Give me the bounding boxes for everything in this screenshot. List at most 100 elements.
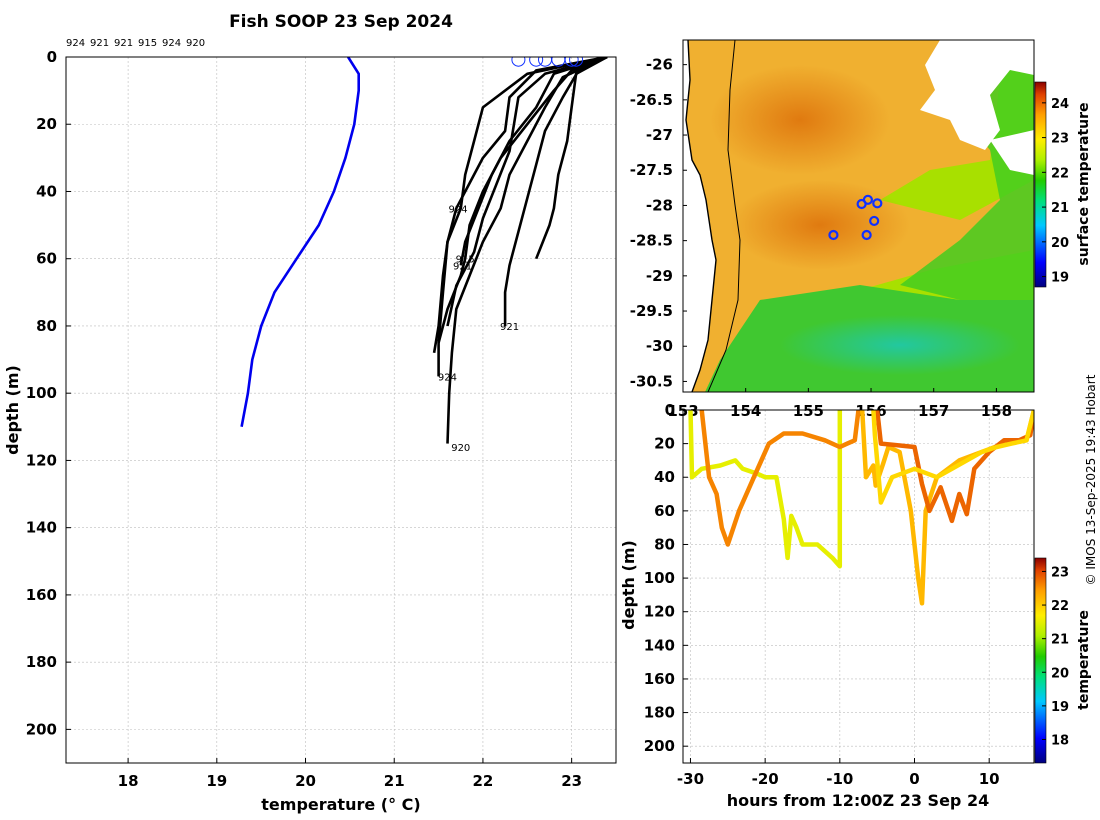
map-colorbar-tick-label: 23 bbox=[1051, 132, 1069, 147]
time-depth-trace-t4 bbox=[874, 410, 1034, 524]
profile-end-label: 921 bbox=[500, 322, 519, 333]
surface-marker bbox=[564, 57, 579, 67]
profile-line-mean bbox=[240, 57, 360, 428]
time-depth-colorbar bbox=[1034, 557, 1047, 764]
time-depth-colorbar-tick-label: 21 bbox=[1051, 633, 1069, 648]
top-label: 915 bbox=[138, 38, 157, 49]
map-y-tick-label: -29 bbox=[646, 267, 673, 285]
profile-y-tick-label: 40 bbox=[36, 182, 57, 200]
time-depth-y-ticks: 0 20 40 60 80 100 120 140 160 180 200 bbox=[644, 401, 688, 755]
time-depth-trace-t5 bbox=[871, 410, 1034, 505]
top-label: 924 bbox=[162, 38, 181, 49]
map-colorbar-tick-label: 21 bbox=[1051, 201, 1069, 216]
map-colorbar-label: surface temperature bbox=[1076, 102, 1092, 265]
surface-marker bbox=[511, 57, 526, 67]
profile-line-924b bbox=[437, 57, 608, 377]
map-colorbar-tick-label: 20 bbox=[1051, 236, 1069, 251]
cloud-patch-ne bbox=[920, 40, 1034, 150]
credit-text: © IMOS 13-Sep-2025 19:43 Hobart bbox=[1084, 374, 1098, 585]
map-colorbar bbox=[1034, 81, 1047, 288]
map-x-tick-label: 157 bbox=[918, 402, 949, 420]
profile-y-tick-label: 180 bbox=[26, 653, 57, 671]
top-label: 920 bbox=[186, 38, 205, 49]
top-label: 921 bbox=[90, 38, 109, 49]
profile-x-tick-label: 23 bbox=[561, 772, 582, 790]
time-depth-y-tick-label: 120 bbox=[644, 603, 675, 621]
station-marker bbox=[869, 215, 880, 227]
map-y-tick-label: -28.5 bbox=[630, 232, 673, 250]
time-depth-colorbar-tick-label: 18 bbox=[1051, 733, 1069, 748]
time-depth-x-tick-label: -10 bbox=[826, 770, 853, 788]
time-depth-x-tick-label: 10 bbox=[979, 770, 1000, 788]
time-depth-y-tick-label: 80 bbox=[654, 535, 675, 553]
profile-chart: 18 19 20 21 22 23 0 20 40 60 80 100 120 140 160 180 200… bbox=[3, 38, 617, 814]
profile-y-tick-label: 80 bbox=[36, 317, 57, 335]
profile-top-labels: 924 921 921 915 924 920 bbox=[66, 38, 205, 49]
time-depth-y-tick-label: 200 bbox=[644, 737, 675, 755]
profile-x-tick-label: 19 bbox=[206, 772, 227, 790]
time-depth-trace-t2 bbox=[699, 410, 861, 547]
profile-x-tick-label: 18 bbox=[118, 772, 139, 790]
profile-axes-frame bbox=[65, 56, 617, 764]
surface-marker bbox=[551, 57, 566, 67]
map-x-tick-label: 154 bbox=[730, 402, 761, 420]
profile-end-label: 920 bbox=[451, 443, 470, 454]
time-depth-y-tick-label: 60 bbox=[654, 502, 675, 520]
top-label: 921 bbox=[114, 38, 133, 49]
time-depth-colorbar-tick-label: 20 bbox=[1051, 666, 1069, 681]
map-y-tick-label: -29.5 bbox=[630, 302, 673, 320]
figure-title: Fish SOOP 23 Sep 2024 bbox=[229, 12, 453, 32]
profile-end-label: 924 bbox=[449, 204, 468, 215]
surface-marker bbox=[529, 57, 544, 67]
map-colorbar-tick-label: 24 bbox=[1051, 97, 1069, 112]
time-depth-x-ticks: -30 -20 -10 0 10 bbox=[677, 758, 1000, 788]
profile-y-tick-label: 120 bbox=[26, 451, 57, 469]
shelf-contour bbox=[707, 40, 741, 392]
profile-y-tick-label: 160 bbox=[26, 586, 57, 604]
surface-marker bbox=[538, 57, 553, 67]
map-x-tick-label: 158 bbox=[981, 402, 1012, 420]
time-depth-y-tick-label: 180 bbox=[644, 704, 675, 722]
map-axes-frame bbox=[682, 39, 1035, 393]
time-depth-y-label: depth (m) bbox=[619, 540, 638, 630]
time-depth-y-tick-label: 0 bbox=[665, 401, 675, 419]
station-markers bbox=[828, 194, 883, 241]
map-y-ticks: -26 -26.5 -27 -27.5 -28 -28.5 -29 -29.5 -30 -30.5 bbox=[630, 56, 687, 390]
time-depth-colorbar-ticks: 18 19 20 21 22 23 bbox=[1042, 565, 1069, 748]
time-depth-y-tick-label: 40 bbox=[654, 468, 675, 486]
profile-y-tick-label: 200 bbox=[26, 720, 57, 738]
map-y-tick-label: -30.5 bbox=[630, 372, 673, 390]
profile-y-label: depth (m) bbox=[3, 365, 22, 455]
time-depth-y-tick-label: 20 bbox=[654, 435, 675, 453]
map-colorbar-tick-label: 22 bbox=[1051, 166, 1069, 181]
station-marker bbox=[828, 229, 839, 241]
map-y-tick-label: -26.5 bbox=[630, 91, 673, 109]
time-depth-x-tick-label: -30 bbox=[677, 770, 704, 788]
time-depth-series bbox=[688, 410, 1034, 606]
coastline bbox=[685, 40, 717, 392]
time-depth-chart: -30 -20 -10 0 10 020406080100120140160180200… bbox=[619, 401, 1092, 810]
time-depth-axes-frame bbox=[682, 409, 1035, 764]
warm-eddy bbox=[730, 180, 910, 270]
cool-pool bbox=[780, 315, 1020, 375]
map-colorbar-tick-label: 19 bbox=[1051, 271, 1069, 286]
station-marker bbox=[861, 229, 872, 241]
profile-line-920 bbox=[446, 57, 608, 444]
profile-y-tick-label: 0 bbox=[47, 48, 57, 66]
time-depth-x-tick-label: 0 bbox=[909, 770, 919, 788]
map-y-tick-label: -27.5 bbox=[630, 161, 673, 179]
profile-line-921a bbox=[437, 57, 608, 344]
surface-marker bbox=[569, 57, 584, 67]
profile-end-label: 915 bbox=[456, 255, 475, 266]
profile-y-tick-label: 60 bbox=[36, 250, 57, 268]
profile-series bbox=[240, 57, 608, 444]
map-colorbar-ticks: 19 20 21 22 23 24 bbox=[1042, 97, 1069, 286]
time-depth-trace-t1 bbox=[688, 410, 843, 569]
time-depth-colorbar-tick-label: 23 bbox=[1051, 565, 1069, 580]
profile-markers bbox=[511, 57, 584, 67]
profile-end-label: 921 bbox=[453, 261, 472, 272]
profile-grid bbox=[66, 56, 616, 763]
time-depth-x-tick-label: -20 bbox=[752, 770, 779, 788]
